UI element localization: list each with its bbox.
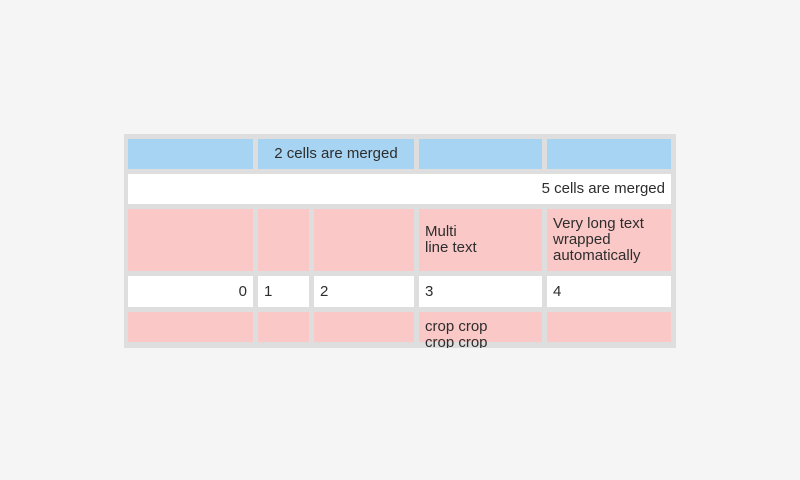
number-cell-3: 3 [419, 276, 542, 307]
number-cell-0: 0 [128, 276, 253, 307]
header-cell-empty-0 [128, 139, 253, 169]
number-label-2: 2 [320, 282, 329, 300]
pink-cell-empty-6 [258, 312, 309, 342]
header-cell-empty-3 [419, 139, 542, 169]
wrapped-text-label: Very long text wrapped automatically [553, 215, 644, 264]
merged-5-cell: 5 cells are merged [128, 174, 671, 204]
number-label-0: 0 [238, 282, 247, 300]
table-grid: 2 cells are merged 5 cells are merged Mu… [128, 139, 671, 348]
merged-2-cell: 2 cells are merged [258, 139, 414, 169]
wrapped-text-cell: Very long text wrapped automatically [547, 209, 671, 271]
multiline-cell: Multi line text [419, 209, 542, 271]
number-cell-1: 1 [258, 276, 309, 307]
pink-cell-empty-1 [258, 209, 309, 271]
pink-cell-empty-5 [128, 312, 253, 342]
header-cell-empty-4 [547, 139, 671, 169]
crop-text-label: crop crop crop crop [425, 318, 488, 349]
table-widget: 2 cells are merged 5 cells are merged Mu… [124, 134, 676, 348]
pink-cell-empty-2 [314, 209, 414, 271]
pink-cell-empty-0 [128, 209, 253, 271]
multiline-label: Multi line text [425, 223, 477, 256]
number-label-1: 1 [264, 282, 273, 300]
number-cell-4: 4 [547, 276, 671, 307]
pink-cell-empty-7 [314, 312, 414, 342]
merged-5-label: 5 cells are merged [541, 180, 665, 197]
merged-2-label: 2 cells are merged [274, 145, 398, 162]
pink-cell-empty-8 [547, 312, 671, 342]
number-label-4: 4 [553, 282, 562, 300]
crop-text-cell: crop crop crop crop [419, 312, 542, 348]
number-label-3: 3 [425, 282, 434, 300]
number-cell-2: 2 [314, 276, 414, 307]
